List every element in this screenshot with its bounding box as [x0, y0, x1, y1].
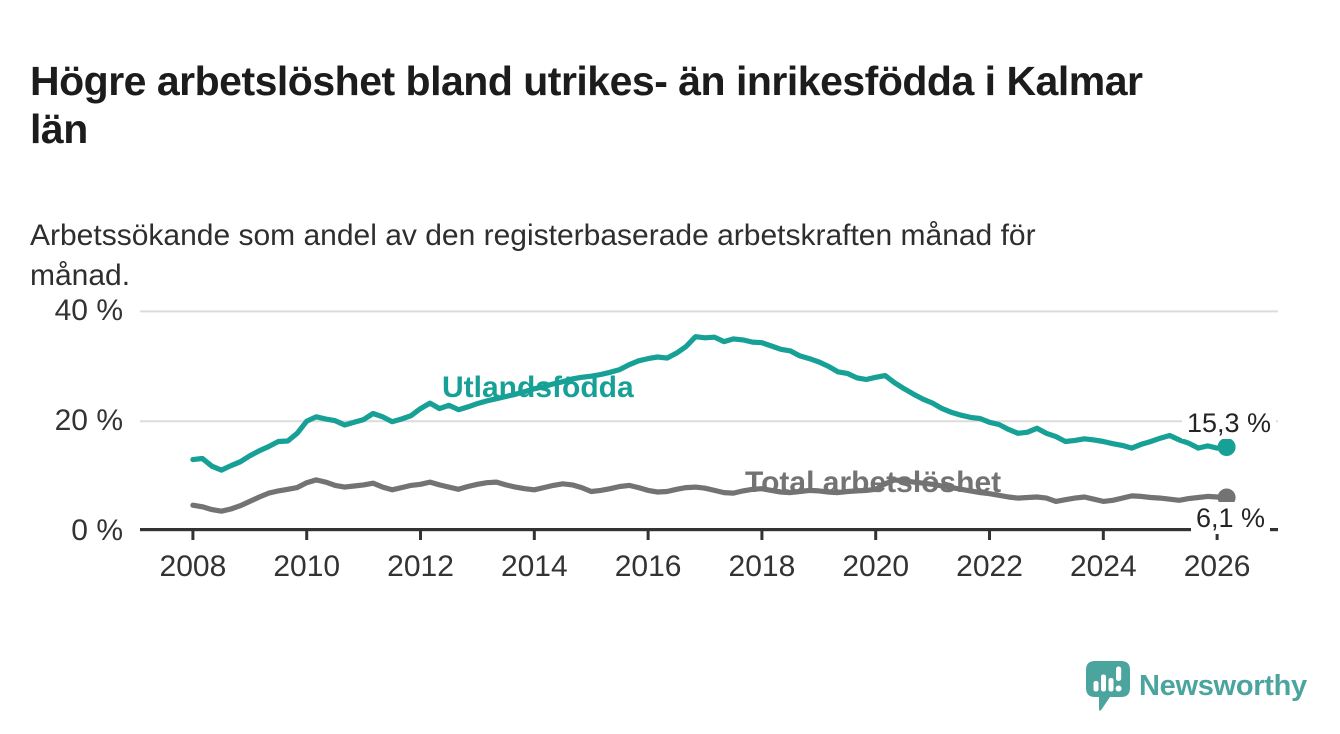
newsworthy-logo: Newsworthy: [1084, 658, 1307, 714]
line-utlandsf-dda: [190, 334, 1230, 473]
end-value-label-utlandsfodda: 15,3 %: [1182, 407, 1277, 439]
chart-subtitle: Arbetssökande som andel av den registerb…: [30, 219, 1036, 292]
x-axis-line: [140, 528, 1278, 532]
newsworthy-bubble-chart-icon: [1086, 660, 1130, 711]
series-label-total: Total arbetslöshet: [745, 466, 1002, 499]
newsworthy-wordmark: Newsworthy: [1139, 670, 1307, 702]
end-dot: [1217, 438, 1236, 456]
line-total-arbetsl-shet: [190, 477, 1230, 514]
series-label-utlandsfodda: Utlandsfödda: [442, 371, 634, 404]
chart-title: Högre arbetslöshet bland utrikes- än inr…: [30, 58, 1143, 153]
end-value-label-total: 6,1 %: [1191, 502, 1271, 534]
